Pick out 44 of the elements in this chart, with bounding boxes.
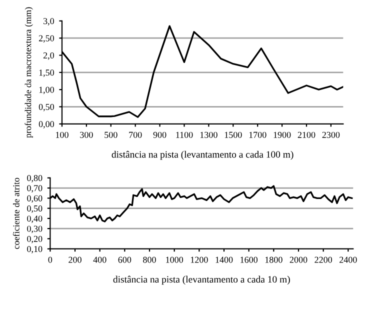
y-tick-label: 0,50 xyxy=(38,104,54,112)
y-tick-label: 2,0 xyxy=(43,52,54,60)
x-tick-label: 1400 xyxy=(216,256,233,263)
x-tick-label: 1500 xyxy=(224,132,242,138)
x-tick-label: 0 xyxy=(48,256,52,263)
x-tick-label: 1900 xyxy=(274,132,291,138)
x-tick-label: 200 xyxy=(68,256,82,263)
y-tick-label: 1,50 xyxy=(39,70,54,77)
x-tick-label: 1200 xyxy=(190,256,208,263)
y-tick-label: 0,60 xyxy=(27,195,42,203)
y-tick-label: 0,50 xyxy=(27,205,42,213)
y-tick-label: 0,20 xyxy=(27,236,42,244)
x-tick-label: 700 xyxy=(129,132,142,138)
y-axis-title: profundidade da macrotextura (mm) xyxy=(24,7,33,138)
x-tick-label: 600 xyxy=(118,256,132,263)
x-tick-label: 400 xyxy=(93,256,106,263)
x-tick-label: 100 xyxy=(56,132,68,138)
x-tick-label: 900 xyxy=(153,132,166,138)
x-tick-label: 2300 xyxy=(322,132,340,138)
x-axis-title: distância na pista (levantamento a cada 10 m) xyxy=(113,276,290,285)
x-tick-label: 2100 xyxy=(298,132,316,138)
x-tick-label: 300 xyxy=(80,132,93,138)
x-tick-label: 2000 xyxy=(290,256,308,263)
x-tick-label: 1600 xyxy=(240,256,258,263)
x-axis-title: distância na pista (levantamento a cada 100 m) xyxy=(112,150,294,160)
y-tick-label: 2,50 xyxy=(38,35,54,43)
y-tick-label: 0,80 xyxy=(27,175,42,182)
y-tick-label: 1,00 xyxy=(39,86,54,94)
y-tick-label: 0,70 xyxy=(27,185,42,193)
y-tick-label: 0,00 xyxy=(38,121,54,128)
y-tick-label: 3,0 xyxy=(44,18,54,26)
x-tick-label: 1700 xyxy=(249,132,266,138)
x-tick-label: 1800 xyxy=(265,256,282,263)
x-tick-label: 2400 xyxy=(340,256,357,263)
y-axis-title: coeficiente de atrito xyxy=(12,178,20,249)
x-tick-label: 500 xyxy=(104,132,118,138)
x-tick-label: 800 xyxy=(143,256,156,263)
y-tick-label: 0,40 xyxy=(27,216,42,223)
x-tick-label: 1300 xyxy=(200,132,218,138)
y-tick-label: 0,30 xyxy=(27,226,42,234)
y-tick-label: 0,10 xyxy=(27,246,42,254)
x-tick-label: 1100 xyxy=(176,132,193,138)
x-tick-label: 2200 xyxy=(314,256,332,263)
x-tick-label: 1000 xyxy=(166,256,184,263)
